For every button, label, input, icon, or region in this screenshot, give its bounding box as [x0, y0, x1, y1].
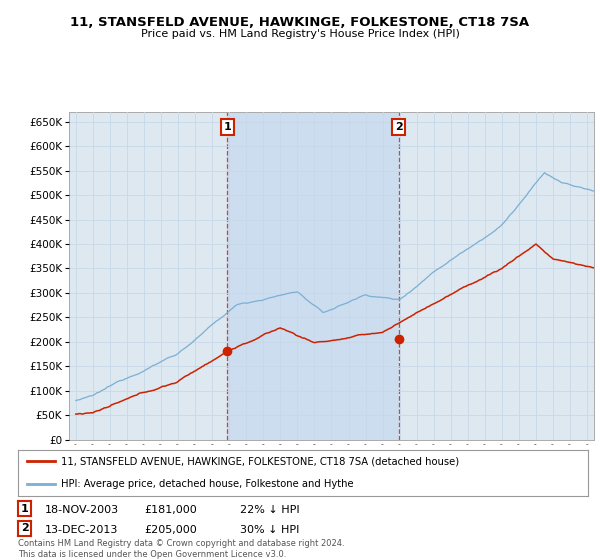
Text: 30% ↓ HPI: 30% ↓ HPI — [240, 525, 299, 535]
Text: 2004: 2004 — [220, 454, 229, 478]
Text: 2011: 2011 — [340, 454, 349, 478]
Text: HPI: Average price, detached house, Folkestone and Hythe: HPI: Average price, detached house, Folk… — [61, 479, 353, 489]
Text: 1995: 1995 — [67, 454, 76, 478]
Text: 2012: 2012 — [356, 454, 365, 478]
Text: 2: 2 — [21, 523, 28, 533]
Text: 2025: 2025 — [578, 454, 587, 478]
Text: 2014: 2014 — [391, 454, 400, 478]
Text: 1: 1 — [21, 503, 28, 514]
Bar — [227, 112, 399, 440]
Text: 2017: 2017 — [442, 454, 451, 478]
Text: 2022: 2022 — [527, 454, 536, 478]
Text: 2009: 2009 — [305, 454, 314, 478]
Text: 11, STANSFELD AVENUE, HAWKINGE, FOLKESTONE, CT18 7SA: 11, STANSFELD AVENUE, HAWKINGE, FOLKESTO… — [70, 16, 530, 29]
Text: 2000: 2000 — [152, 454, 161, 478]
Text: 22% ↓ HPI: 22% ↓ HPI — [240, 505, 299, 515]
Text: 2018: 2018 — [459, 454, 468, 478]
Text: 2003: 2003 — [203, 454, 212, 478]
Text: 2023: 2023 — [544, 454, 553, 478]
Text: Contains HM Land Registry data © Crown copyright and database right 2024.
This d: Contains HM Land Registry data © Crown c… — [18, 539, 344, 559]
Text: 2005: 2005 — [237, 454, 246, 478]
Text: 1998: 1998 — [118, 454, 127, 478]
Text: 2013: 2013 — [374, 454, 383, 478]
Text: 2015: 2015 — [408, 454, 417, 478]
Text: 2024: 2024 — [561, 454, 570, 478]
Text: Price paid vs. HM Land Registry's House Price Index (HPI): Price paid vs. HM Land Registry's House … — [140, 29, 460, 39]
Text: 13-DEC-2013: 13-DEC-2013 — [45, 525, 118, 535]
Text: 2002: 2002 — [186, 454, 195, 478]
Text: 2001: 2001 — [169, 454, 178, 478]
Text: 1997: 1997 — [101, 454, 110, 478]
Text: 2020: 2020 — [493, 454, 502, 478]
Text: 2019: 2019 — [476, 454, 485, 478]
Text: £181,000: £181,000 — [144, 505, 197, 515]
Text: 2010: 2010 — [322, 454, 331, 478]
Text: 2021: 2021 — [510, 454, 519, 478]
Text: 1996: 1996 — [84, 454, 93, 478]
Text: 11, STANSFELD AVENUE, HAWKINGE, FOLKESTONE, CT18 7SA (detached house): 11, STANSFELD AVENUE, HAWKINGE, FOLKESTO… — [61, 456, 459, 466]
Text: 1999: 1999 — [135, 454, 144, 478]
Text: 2: 2 — [395, 122, 403, 132]
Text: 2016: 2016 — [425, 454, 434, 478]
Text: 2007: 2007 — [271, 454, 280, 478]
Text: 18-NOV-2003: 18-NOV-2003 — [45, 505, 119, 515]
Text: 2008: 2008 — [289, 454, 298, 478]
Text: 1: 1 — [223, 122, 231, 132]
Text: 2006: 2006 — [254, 454, 263, 478]
Text: £205,000: £205,000 — [144, 525, 197, 535]
